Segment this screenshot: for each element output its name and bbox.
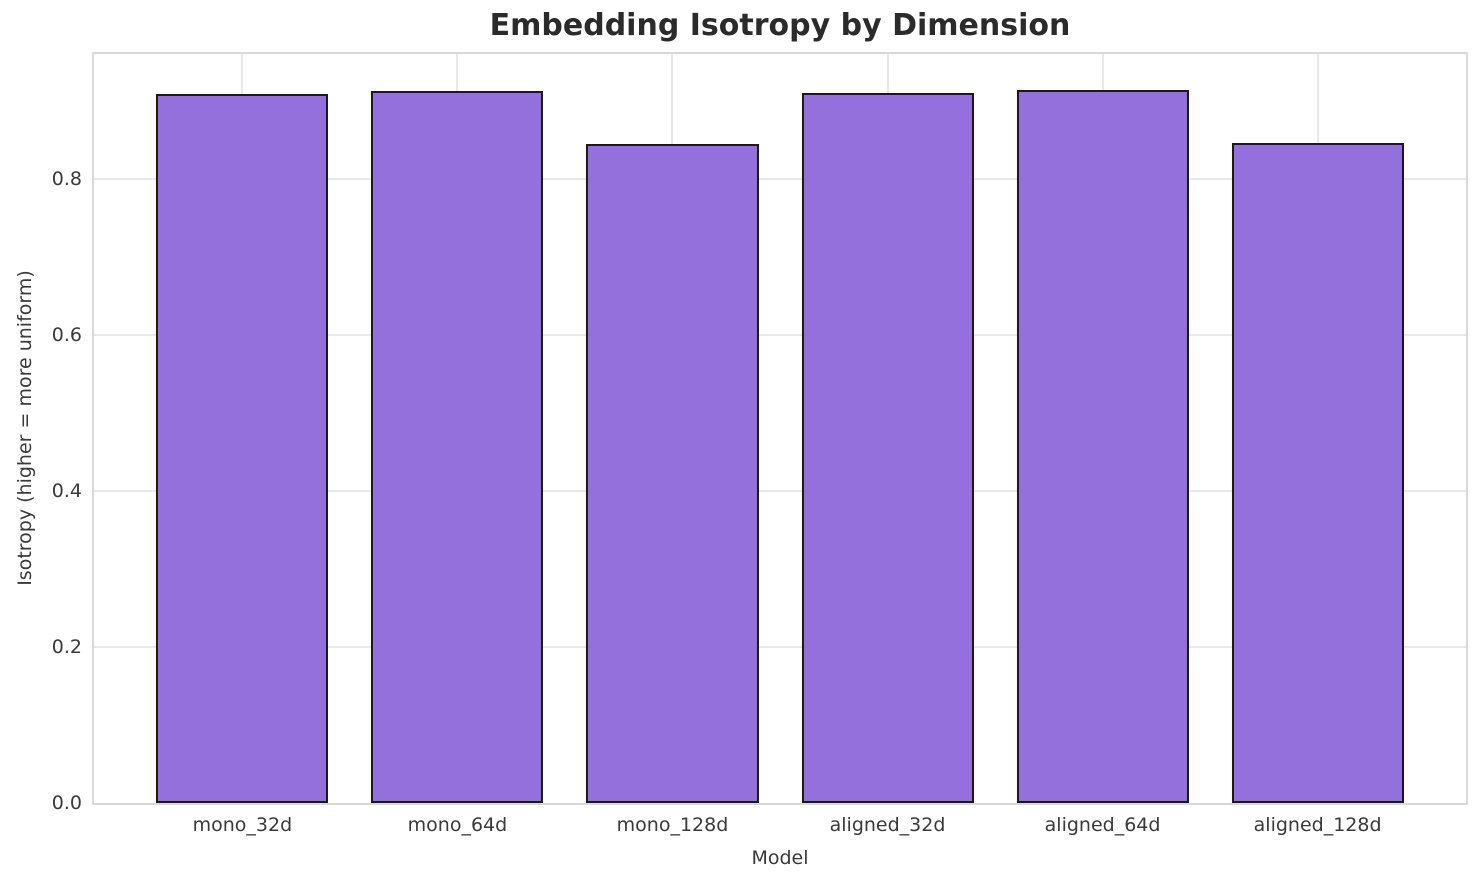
x-axis-label: Model <box>751 847 809 869</box>
x-tick-label-aligned_64d: aligned_64d <box>1044 814 1161 836</box>
bar-aligned_32d <box>801 93 974 803</box>
y-tick-label: 0.0 <box>51 792 82 814</box>
x-tick-label-mono_128d: mono_128d <box>616 814 729 836</box>
x-tick-label-mono_64d: mono_64d <box>407 814 508 836</box>
x-tick-label-aligned_32d: aligned_32d <box>829 814 946 836</box>
y-gridline <box>94 489 1466 492</box>
y-tick-label: 0.6 <box>51 323 82 346</box>
bar-mono_128d <box>586 143 759 803</box>
y-gridline <box>94 333 1466 336</box>
y-tick-label: 0.2 <box>51 635 82 658</box>
y-axis-label: Isotropy (higher = more uniform) <box>14 270 36 586</box>
y-gridline <box>94 177 1466 180</box>
chart-title: Embedding Isotropy by Dimension <box>489 8 1071 43</box>
x-tick-label-aligned_128d: aligned_128d <box>1253 814 1382 836</box>
y-tick-label: 0.4 <box>51 479 82 502</box>
bar-aligned_128d <box>1231 142 1404 803</box>
y-gridline <box>94 645 1466 648</box>
bar-mono_32d <box>156 93 329 803</box>
bar-aligned_64d <box>1016 89 1189 803</box>
x-tick-label-mono_32d: mono_32d <box>192 814 293 836</box>
y-tick-label: 0.8 <box>51 167 82 190</box>
plot-area: 0.0 0.2 0.4 0.6 0.8 mono_32d mono_64d mono_128d… <box>52 52 1468 836</box>
bar-mono_64d <box>371 90 544 803</box>
